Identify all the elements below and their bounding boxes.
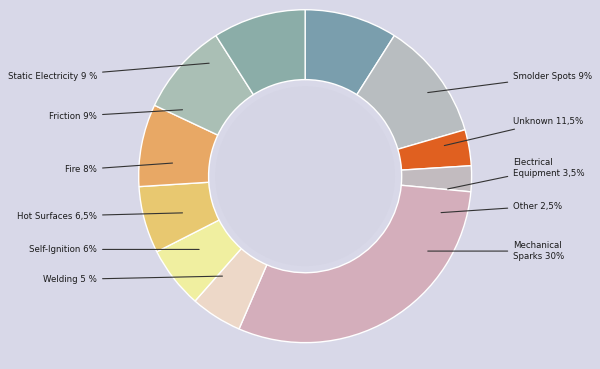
Text: Smolder Spots 9%: Smolder Spots 9% — [428, 72, 592, 93]
Wedge shape — [398, 130, 471, 170]
Text: Welding 5 %: Welding 5 % — [43, 275, 223, 284]
Wedge shape — [239, 185, 471, 343]
Text: Mechanical
Sparks 30%: Mechanical Sparks 30% — [428, 241, 565, 261]
Text: Electrical
Equipment 3,5%: Electrical Equipment 3,5% — [448, 158, 585, 189]
Text: Fire 8%: Fire 8% — [65, 163, 173, 174]
Wedge shape — [357, 36, 465, 149]
Text: Static Electricity 9 %: Static Electricity 9 % — [8, 63, 209, 81]
Text: Friction 9%: Friction 9% — [49, 110, 182, 121]
Wedge shape — [401, 166, 472, 192]
Wedge shape — [216, 10, 305, 95]
Text: Self-Ignition 6%: Self-Ignition 6% — [29, 245, 199, 254]
Wedge shape — [155, 36, 253, 135]
Text: Hot Surfaces 6,5%: Hot Surfaces 6,5% — [17, 212, 182, 221]
Wedge shape — [305, 10, 394, 95]
Text: Unknown 11,5%: Unknown 11,5% — [445, 117, 583, 146]
Wedge shape — [195, 249, 267, 329]
Wedge shape — [139, 182, 219, 252]
Wedge shape — [157, 220, 241, 301]
Circle shape — [215, 86, 395, 266]
Wedge shape — [139, 105, 218, 187]
Text: Other 2,5%: Other 2,5% — [441, 201, 562, 213]
